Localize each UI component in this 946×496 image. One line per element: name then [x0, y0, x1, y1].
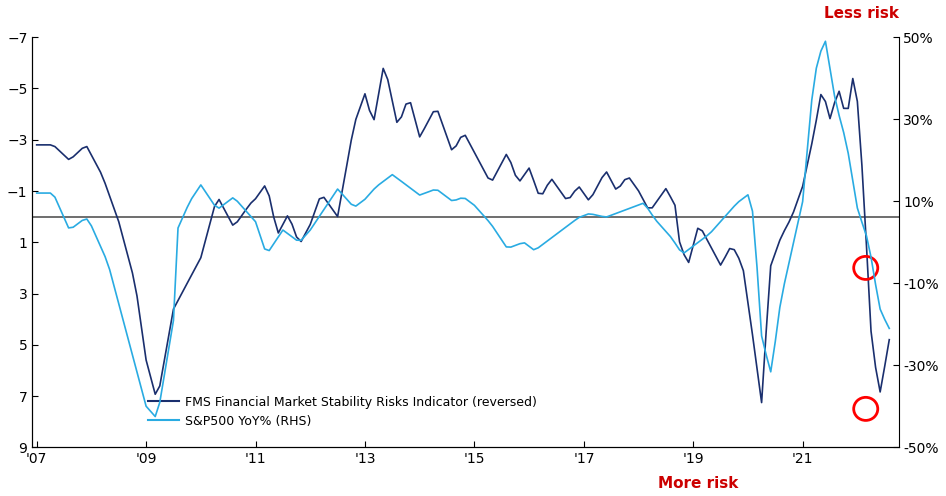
- Text: More risk: More risk: [657, 476, 738, 491]
- Text: Less risk: Less risk: [824, 6, 899, 21]
- Legend: FMS Financial Market Stability Risks Indicator (reversed), S&P500 YoY% (RHS): FMS Financial Market Stability Risks Ind…: [143, 391, 542, 433]
